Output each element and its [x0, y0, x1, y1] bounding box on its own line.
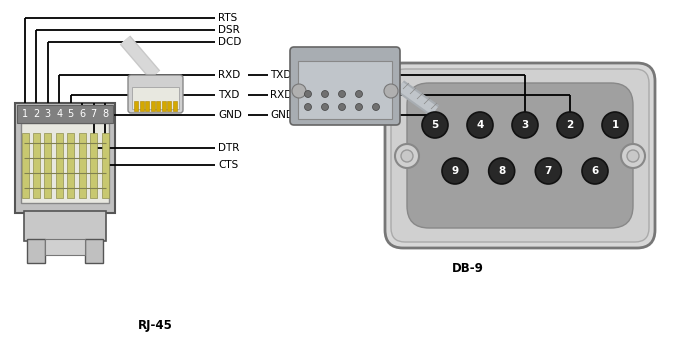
Circle shape	[384, 84, 398, 98]
Circle shape	[304, 104, 312, 110]
Bar	[134, 101, 138, 111]
Circle shape	[355, 104, 363, 110]
Text: 6: 6	[79, 109, 85, 119]
Text: 7: 7	[544, 166, 552, 176]
FancyBboxPatch shape	[385, 63, 655, 248]
Circle shape	[355, 91, 363, 97]
Circle shape	[535, 158, 561, 184]
Text: RXD: RXD	[218, 70, 240, 80]
Bar	[44, 133, 51, 198]
Circle shape	[339, 104, 345, 110]
Circle shape	[442, 158, 468, 184]
Text: 4: 4	[57, 109, 63, 119]
Text: 8: 8	[498, 166, 505, 176]
Text: 1: 1	[22, 109, 28, 119]
Bar	[17, 105, 113, 123]
Text: GND: GND	[218, 110, 242, 120]
Text: DB-9: DB-9	[452, 261, 484, 274]
Bar	[167, 101, 171, 111]
Bar	[102, 133, 108, 198]
Text: 3: 3	[45, 109, 51, 119]
Text: 7: 7	[90, 109, 97, 119]
Bar	[21, 123, 109, 203]
Circle shape	[467, 112, 493, 138]
Bar	[33, 133, 40, 198]
Text: 2: 2	[33, 109, 40, 119]
Bar	[24, 211, 106, 241]
Circle shape	[401, 150, 413, 162]
Circle shape	[627, 150, 639, 162]
Text: 3: 3	[522, 120, 528, 130]
Bar	[156, 101, 160, 111]
Bar	[85, 239, 103, 263]
Text: 4: 4	[476, 120, 484, 130]
Bar	[90, 133, 97, 198]
Bar	[56, 133, 63, 198]
FancyBboxPatch shape	[128, 75, 183, 113]
Bar	[298, 61, 392, 119]
Circle shape	[557, 112, 583, 138]
Circle shape	[422, 112, 448, 138]
Text: 5: 5	[431, 120, 439, 130]
Circle shape	[322, 91, 328, 97]
Bar	[67, 133, 74, 198]
FancyBboxPatch shape	[391, 69, 649, 242]
Circle shape	[339, 91, 345, 97]
Text: GND: GND	[270, 110, 294, 120]
Bar	[139, 101, 143, 111]
Text: DSR: DSR	[218, 25, 240, 35]
Circle shape	[372, 104, 380, 110]
Bar	[22, 133, 28, 198]
Text: RXD: RXD	[270, 90, 292, 100]
Text: TXD: TXD	[270, 70, 291, 80]
Text: TXD: TXD	[218, 90, 240, 100]
Text: RTS: RTS	[218, 13, 238, 23]
FancyBboxPatch shape	[290, 47, 400, 125]
Bar	[151, 101, 155, 111]
Bar	[79, 133, 85, 198]
Circle shape	[621, 144, 645, 168]
Text: 9: 9	[452, 166, 458, 176]
Text: 5: 5	[67, 109, 74, 119]
Circle shape	[489, 158, 515, 184]
FancyBboxPatch shape	[407, 83, 633, 228]
Bar	[145, 101, 149, 111]
Bar	[162, 101, 166, 111]
Text: 1: 1	[611, 120, 618, 130]
Bar	[15, 103, 115, 213]
Circle shape	[395, 144, 419, 168]
Circle shape	[322, 104, 328, 110]
Text: RJ-45: RJ-45	[137, 319, 172, 331]
Bar	[45, 239, 85, 255]
Circle shape	[582, 158, 608, 184]
Circle shape	[512, 112, 538, 138]
Circle shape	[292, 84, 306, 98]
Bar	[172, 101, 176, 111]
Bar	[132, 87, 179, 109]
Text: 2: 2	[567, 120, 573, 130]
Text: 8: 8	[102, 109, 108, 119]
Text: DCD: DCD	[218, 37, 242, 47]
Bar	[27, 239, 45, 263]
Circle shape	[602, 112, 628, 138]
Circle shape	[304, 91, 312, 97]
Text: DTR: DTR	[218, 143, 240, 153]
Text: 6: 6	[592, 166, 598, 176]
Text: CTS: CTS	[218, 160, 238, 170]
